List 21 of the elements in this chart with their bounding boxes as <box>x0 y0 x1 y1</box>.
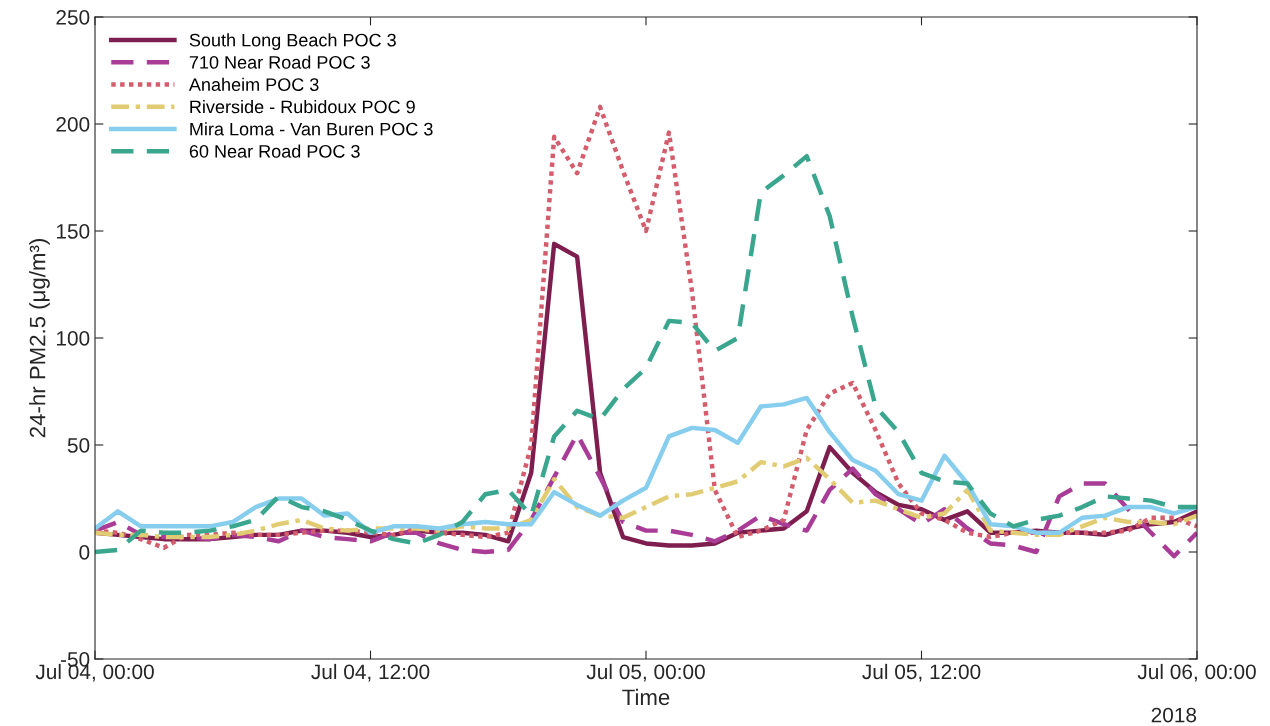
line-series <box>95 455 1197 540</box>
text: 2018 <box>1151 707 1197 723</box>
x-tick-label: Jul 04, 12:00 <box>311 663 430 682</box>
x-axis-title: Time <box>622 688 670 706</box>
x-tick-label: Jul 05, 12:00 <box>862 663 981 682</box>
legend-label: Anaheim POC 3 <box>188 77 319 92</box>
y-tick-label: 0 <box>79 545 90 560</box>
y-tick-label: 100 <box>56 331 90 346</box>
legend-label: Mira Loma - Van Buren POC 3 <box>190 122 433 136</box>
y-tick-label: 150 <box>56 224 90 239</box>
legend-label: 710 Near Road POC 3 <box>189 55 370 69</box>
y-axis-title: 24-hr PM2.5 (μg/m³) <box>29 239 50 438</box>
y-tick-label: 200 <box>56 117 90 132</box>
y-tick-label: 50 <box>67 438 90 453</box>
x-tick-label: Jul 05, 00:00 <box>586 663 705 682</box>
legend-label: South Long Beach POC 3 <box>189 33 396 51</box>
line-series <box>95 395 1197 535</box>
legend-label: Riverside - Rubidoux POC 9 <box>190 99 415 114</box>
x-tick-label: Jul 06, 00:00 <box>1137 663 1256 682</box>
legend-label: 60 Near Road POC 3 <box>189 144 360 158</box>
y-tick-label: 250 <box>56 10 90 25</box>
